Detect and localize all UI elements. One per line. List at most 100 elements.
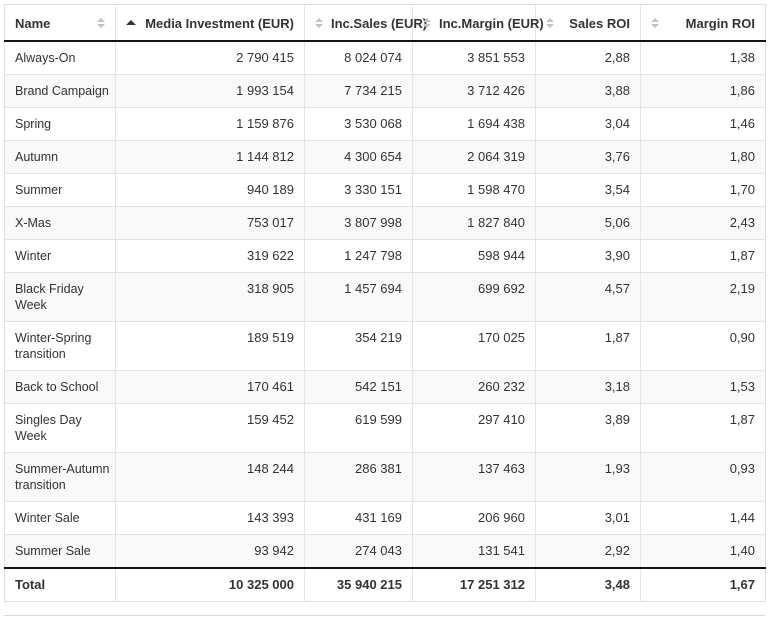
- cell-sales-roi: 1,87: [535, 321, 641, 371]
- sort-icon[interactable]: [423, 18, 431, 28]
- column-label: Sales ROI: [569, 16, 630, 31]
- total-media-investment: 10 325 000: [115, 567, 305, 602]
- cell-sales-roi: 4,57: [535, 272, 641, 322]
- cell-name: Black Friday Week: [4, 272, 116, 322]
- cell-media-investment: 148 244: [115, 452, 305, 502]
- cell-sales-roi: 3,54: [535, 173, 641, 207]
- cell-margin-roi: 1,86: [640, 74, 766, 108]
- table-row: Spring 1 159 876 3 530 068 1 694 438 3,04 1,4…: [4, 107, 766, 141]
- cell-sales-roi: 2,88: [535, 41, 641, 75]
- cell-inc-margin: 206 960: [412, 501, 536, 535]
- cell-media-investment: 143 393: [115, 501, 305, 535]
- cell-sales-roi: 3,04: [535, 107, 641, 141]
- cell-inc-margin: 1 598 470: [412, 173, 536, 207]
- column-header-inc-margin[interactable]: Inc.Margin (EUR): [412, 4, 544, 42]
- cell-margin-roi: 1,87: [640, 239, 766, 273]
- cell-inc-sales: 3 330 151: [304, 173, 413, 207]
- cell-inc-margin: 598 944: [412, 239, 536, 273]
- cell-name: Spring: [4, 107, 116, 141]
- roi-table-container: Name Media Investment (EUR) Inc: [4, 4, 766, 602]
- cell-inc-sales: 7 734 215: [304, 74, 413, 108]
- cell-margin-roi: 0,93: [640, 452, 766, 502]
- table-row: Back to School 170 461 542 151 260 232 3,18 1…: [4, 370, 766, 404]
- total-inc-margin: 17 251 312: [412, 567, 536, 602]
- cell-media-investment: 189 519: [115, 321, 305, 371]
- cell-inc-sales: 542 151: [304, 370, 413, 404]
- cell-sales-roi: 3,89: [535, 403, 641, 453]
- column-header-media-investment[interactable]: Media Investment (EUR): [115, 4, 305, 42]
- cell-sales-roi: 2,92: [535, 534, 641, 569]
- column-header-margin-roi[interactable]: Margin ROI: [640, 4, 766, 42]
- sort-icon[interactable]: [546, 18, 554, 28]
- column-label: Inc.Margin (EUR): [439, 16, 544, 31]
- total-row: Total 10 325 000 35 940 215 17 251 312 3…: [4, 567, 766, 602]
- cell-inc-margin: 3 851 553: [412, 41, 536, 75]
- cell-inc-sales: 274 043: [304, 534, 413, 569]
- column-header-inc-sales[interactable]: Inc.Sales (EUR): [304, 4, 427, 42]
- cell-sales-roi: 3,76: [535, 140, 641, 174]
- table-header: Name Media Investment (EUR) Inc: [4, 4, 766, 42]
- cell-sales-roi: 3,88: [535, 74, 641, 108]
- cell-margin-roi: 0,90: [640, 321, 766, 371]
- cell-media-investment: 753 017: [115, 206, 305, 240]
- cell-margin-roi: 1,46: [640, 107, 766, 141]
- cell-name: Brand Campaign: [4, 74, 116, 108]
- sort-ascending-icon[interactable]: [126, 20, 136, 25]
- cell-inc-sales: 1 457 694: [304, 272, 413, 322]
- table-row: Summer 940 189 3 330 151 1 598 470 3,54 1,70: [4, 173, 766, 207]
- table-row: Winter Sale 143 393 431 169 206 960 3,01 1,44: [4, 501, 766, 535]
- cell-inc-sales: 286 381: [304, 452, 413, 502]
- cell-media-investment: 1 159 876: [115, 107, 305, 141]
- cell-media-investment: 318 905: [115, 272, 305, 322]
- cell-inc-sales: 4 300 654: [304, 140, 413, 174]
- cell-inc-sales: 3 530 068: [304, 107, 413, 141]
- header-row: Name Media Investment (EUR) Inc: [4, 4, 766, 42]
- cell-inc-margin: 699 692: [412, 272, 536, 322]
- cell-sales-roi: 3,18: [535, 370, 641, 404]
- sort-icon[interactable]: [315, 18, 323, 28]
- total-sales-roi: 3,48: [535, 567, 641, 602]
- cell-name: Winter: [4, 239, 116, 273]
- sort-icon[interactable]: [651, 18, 659, 28]
- column-label: Name: [15, 16, 51, 31]
- cell-margin-roi: 1,87: [640, 403, 766, 453]
- cell-inc-sales: 431 169: [304, 501, 413, 535]
- cell-media-investment: 159 452: [115, 403, 305, 453]
- total-label: Total: [4, 567, 116, 602]
- table-row: Black Friday Week 318 905 1 457 694 699 692…: [4, 272, 766, 322]
- cell-name: Singles Day Week: [4, 403, 116, 453]
- table-row: Always-On 2 790 415 8 024 074 3 851 553 2,88…: [4, 41, 766, 75]
- cell-margin-roi: 1,70: [640, 173, 766, 207]
- cell-media-investment: 170 461: [115, 370, 305, 404]
- table-row: Brand Campaign 1 993 154 7 734 215 3 712 42…: [4, 74, 766, 108]
- cell-inc-margin: 1 694 438: [412, 107, 536, 141]
- cell-media-investment: 319 622: [115, 239, 305, 273]
- cell-media-investment: 940 189: [115, 173, 305, 207]
- cell-margin-roi: 1,40: [640, 534, 766, 569]
- campaign-roi-table: Name Media Investment (EUR) Inc: [4, 4, 766, 602]
- cell-inc-margin: 131 541: [412, 534, 536, 569]
- table-body: Always-On 2 790 415 8 024 074 3 851 553 2,88…: [4, 41, 766, 569]
- cell-inc-margin: 170 025: [412, 321, 536, 371]
- cell-inc-margin: 1 827 840: [412, 206, 536, 240]
- cell-margin-roi: 2,19: [640, 272, 766, 322]
- cell-inc-margin: 260 232: [412, 370, 536, 404]
- cell-media-investment: 1 993 154: [115, 74, 305, 108]
- column-header-name[interactable]: Name: [4, 4, 116, 42]
- cell-inc-sales: 3 807 998: [304, 206, 413, 240]
- cell-margin-roi: 2,43: [640, 206, 766, 240]
- cell-margin-roi: 1,53: [640, 370, 766, 404]
- table-row: X-Mas 753 017 3 807 998 1 827 840 5,06 2,43: [4, 206, 766, 240]
- table-row: Summer-Autumn transition 148 244 286 381 13…: [4, 452, 766, 502]
- cell-name: Winter Sale: [4, 501, 116, 535]
- cell-inc-margin: 137 463: [412, 452, 536, 502]
- cell-inc-margin: 297 410: [412, 403, 536, 453]
- cell-inc-sales: 354 219: [304, 321, 413, 371]
- cell-margin-roi: 1,38: [640, 41, 766, 75]
- sort-icon[interactable]: [97, 18, 105, 28]
- column-header-sales-roi[interactable]: Sales ROI: [535, 4, 641, 42]
- cell-sales-roi: 3,90: [535, 239, 641, 273]
- table-row: Winter-Spring transition 189 519 354 219 17…: [4, 321, 766, 371]
- cell-inc-sales: 1 247 798: [304, 239, 413, 273]
- total-margin-roi: 1,67: [640, 567, 766, 602]
